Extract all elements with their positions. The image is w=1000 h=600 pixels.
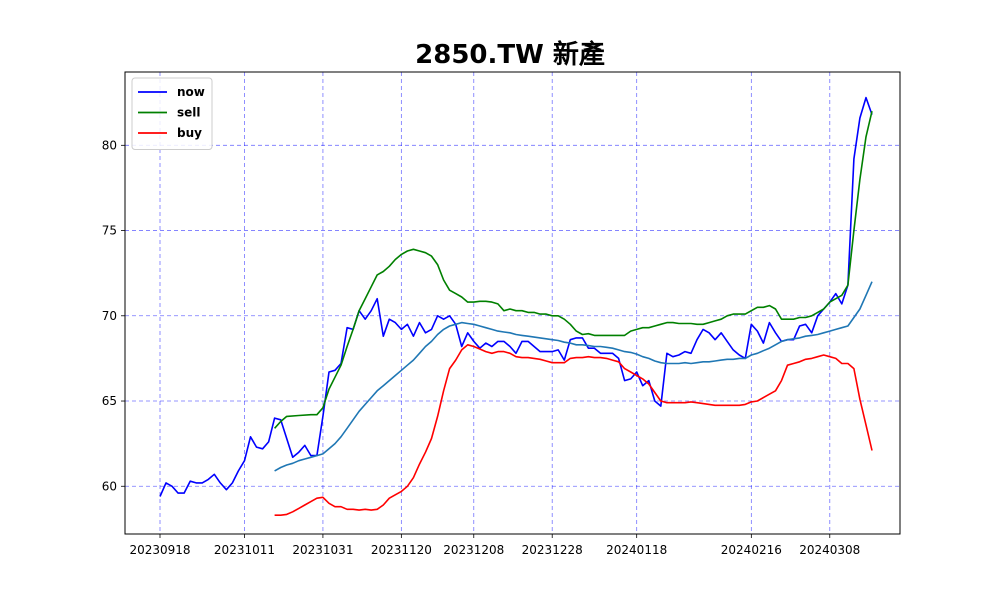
y-tick-label: 75 [102, 224, 117, 238]
y-tick-label: 80 [102, 138, 117, 152]
legend-box [131, 77, 213, 150]
legend-label: buy [177, 126, 202, 140]
grid-lines [125, 72, 900, 534]
legend: now sell buy [131, 77, 213, 150]
legend-label: sell [177, 106, 201, 120]
x-tick-label: 20231120 [371, 543, 432, 557]
series-line-sell [274, 111, 873, 429]
x-tick-label: 20231031 [292, 543, 353, 557]
series-line-unnamed [274, 281, 873, 472]
x-tick-label: 20231208 [443, 543, 504, 557]
series-line-now [159, 96, 873, 497]
legend-label: now [177, 85, 205, 99]
x-tick-label: 20231228 [522, 543, 583, 557]
series-line-buy [274, 344, 873, 516]
x-tick-label: 20240118 [606, 543, 667, 557]
series-lines [159, 96, 873, 516]
plot-area [125, 72, 900, 534]
y-tick-label: 70 [102, 309, 117, 323]
y-axis: 60 65 70 75 80 [102, 138, 125, 493]
x-tick-label: 20231011 [214, 543, 275, 557]
x-tick-label: 20240308 [799, 543, 860, 557]
x-tick-label: 20240216 [721, 543, 782, 557]
chart-title: 2850.TW 新產 [415, 39, 605, 70]
y-tick-label: 60 [102, 479, 117, 493]
plot-frame [124, 71, 901, 535]
y-tick-label: 65 [102, 394, 117, 408]
x-tick-label: 20230918 [129, 543, 190, 557]
x-axis: 20230918 20231011 20231031 20231120 20231208… [129, 534, 860, 557]
